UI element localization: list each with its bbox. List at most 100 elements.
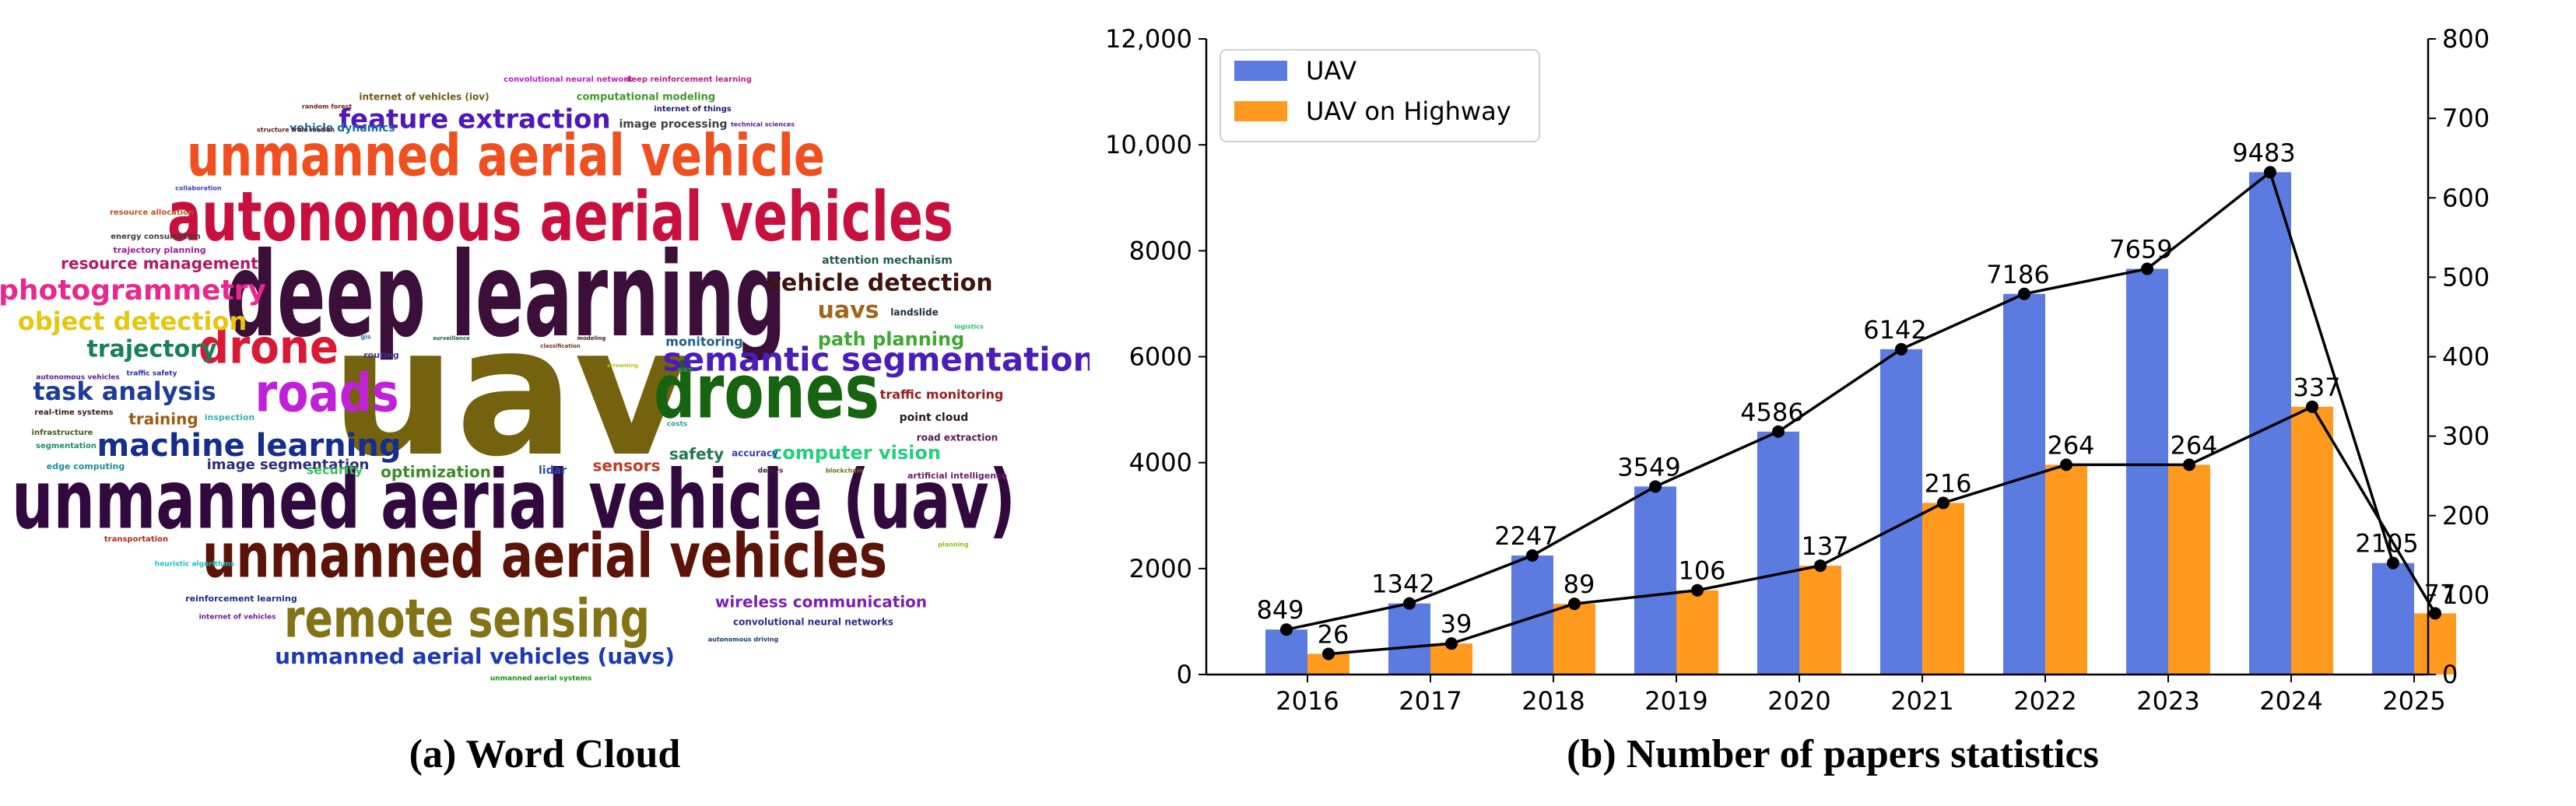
word-cloud-word: inspection	[205, 412, 254, 422]
y-right-tick-label: 800	[2442, 24, 2490, 54]
x-tick-label: 2018	[1521, 686, 1585, 716]
data-label-uav: 7659	[2109, 235, 2172, 265]
point-uav-on-highway	[1691, 583, 1704, 597]
x-tick-label: 2025	[2382, 686, 2445, 716]
word-cloud-word: monitoring	[665, 335, 742, 349]
word-cloud-panel: uav deep learning unmanned aerial vehicle …	[0, 0, 1090, 806]
bar-uav	[1880, 349, 1922, 675]
word-cloud-word: deep reinforcement learning	[626, 75, 752, 84]
data-label-uav-on-highway: 264	[2170, 430, 2217, 460]
data-label-uav-on-highway: 39	[1441, 609, 1472, 639]
point-uav-on-highway	[2429, 607, 2441, 620]
bar-uav	[1634, 486, 1676, 675]
word-cloud-word: optimization	[381, 463, 491, 482]
bar-uav	[2249, 172, 2291, 675]
bar-uav-on-highway	[1799, 566, 1841, 675]
data-label-uav-on-highway: 89	[1563, 569, 1595, 599]
data-label-uav-on-highway: 106	[1678, 556, 1725, 586]
word-cloud-word: blockchain	[826, 468, 864, 475]
word-cloud-word: image segmentation	[207, 457, 370, 473]
word-cloud-caption: (a) Word Cloud	[409, 732, 681, 776]
word-cloud-word: segmentation	[36, 442, 97, 450]
word-cloud-word: autonomous driving	[708, 636, 779, 643]
word-cloud-word: autonomous vehicles	[36, 374, 119, 382]
point-uav	[1403, 597, 1416, 610]
bar-uav	[1388, 603, 1430, 675]
point-uav-on-highway	[1568, 597, 1581, 611]
word-cloud-word: landslide	[890, 307, 938, 318]
point-uav	[2141, 262, 2153, 275]
bar-uav-on-highway	[2414, 613, 2456, 675]
y-right-tick-label: 400	[2442, 342, 2490, 372]
point-uav-on-highway	[1445, 637, 1458, 650]
word-cloud-word: convolutional neural networks	[733, 617, 893, 628]
x-tick-label: 2024	[2259, 686, 2322, 716]
point-uav-on-highway	[1322, 647, 1335, 661]
word-cloud-word: lidar	[539, 464, 567, 477]
point-uav-on-highway	[2183, 458, 2195, 471]
bar-uav	[2003, 293, 2045, 675]
word-cloud-word: vehicle detection	[766, 270, 992, 297]
data-label-uav: 4586	[1740, 398, 1803, 427]
word-cloud-word: drone	[198, 321, 339, 375]
word-cloud-word: computational modeling	[577, 92, 715, 103]
data-label-uav: 849	[1256, 595, 1304, 625]
word-cloud-word: edge computing	[47, 461, 125, 471]
legend-swatch	[1234, 61, 1287, 81]
y-left-tick-label: 4000	[1129, 448, 1192, 478]
word-cloud-word: streaming	[607, 363, 638, 369]
point-uav	[2018, 287, 2030, 300]
data-label-uav: 2247	[1494, 521, 1557, 551]
word-cloud-word: roads	[255, 363, 399, 425]
word-cloud-word: sensors	[592, 457, 660, 475]
bar-uav-on-highway	[2168, 464, 2210, 675]
data-label-uav-on-highway: 337	[2293, 373, 2340, 402]
word-cloud-word: convolutional neural network	[504, 75, 633, 84]
bar-uav-on-highway	[2291, 406, 2333, 675]
word-cloud-word: gis	[360, 334, 370, 341]
word-cloud-word: unmanned aerial vehicles	[202, 521, 887, 591]
word-cloud-word: real-time systems	[34, 408, 113, 417]
y-right-tick-label: 300	[2442, 422, 2490, 451]
point-uav-on-highway	[1937, 496, 1950, 510]
word-cloud-word: photogrammetry	[0, 275, 266, 307]
word-cloud-word: wireless communication	[715, 593, 927, 612]
word-cloud-word: path planning	[818, 328, 965, 350]
word-cloud-word: resource management	[61, 254, 258, 273]
data-label-uav: 9483	[2232, 138, 2295, 167]
y-right-tick-label: 200	[2442, 501, 2490, 531]
point-uav	[1772, 425, 1785, 438]
word-cloud-word: unmanned aerial vehicles (uavs)	[275, 643, 675, 669]
word-cloud-word: traffic safety	[127, 370, 177, 378]
word-cloud-word: modeling	[577, 335, 606, 342]
x-tick-label: 2016	[1276, 686, 1339, 716]
plot-area: 849 1342 2247 3549 4586 6142 7186 7659 9483 2105 2…	[1105, 24, 2490, 716]
word-cloud-word: task analysis	[33, 377, 216, 406]
word-cloud-word: deep learning	[226, 228, 786, 363]
point-uav	[2264, 166, 2276, 179]
data-label-uav: 2105	[2355, 529, 2418, 559]
data-label-uav: 1342	[1371, 569, 1434, 599]
bar-uav-on-highway	[1922, 503, 1964, 675]
word-cloud-word: heuristic algorithms	[155, 561, 234, 569]
bar-uav	[1511, 555, 1553, 675]
point-uav-on-highway	[2060, 458, 2072, 471]
word-cloud-word: traffic monitoring	[880, 387, 1004, 402]
data-label-uav: 7186	[1986, 260, 2049, 289]
legend: UAV UAV on Highway	[1220, 49, 1540, 142]
y-left-tick-label: 2000	[1129, 554, 1192, 583]
word-cloud-word: internet of things	[654, 105, 732, 114]
word-cloud-word: collaboration	[175, 185, 222, 192]
x-tick-label: 2023	[2136, 686, 2199, 716]
paper-stats-caption: (b) Number of papers statistics	[1567, 732, 2099, 776]
x-tick-label: 2019	[1644, 686, 1707, 716]
point-uav	[1895, 342, 1907, 356]
bar-uav	[1757, 431, 1799, 675]
word-cloud-word: unmanned aerial vehicle	[187, 123, 825, 190]
word-cloud-word: computer vision	[771, 442, 941, 464]
word-cloud-word: training	[128, 410, 198, 429]
word-cloud-word: attention mechanism	[822, 254, 953, 267]
word-cloud-word: trajectory planning	[113, 245, 205, 255]
y-right-tick-label: 700	[2442, 103, 2490, 133]
